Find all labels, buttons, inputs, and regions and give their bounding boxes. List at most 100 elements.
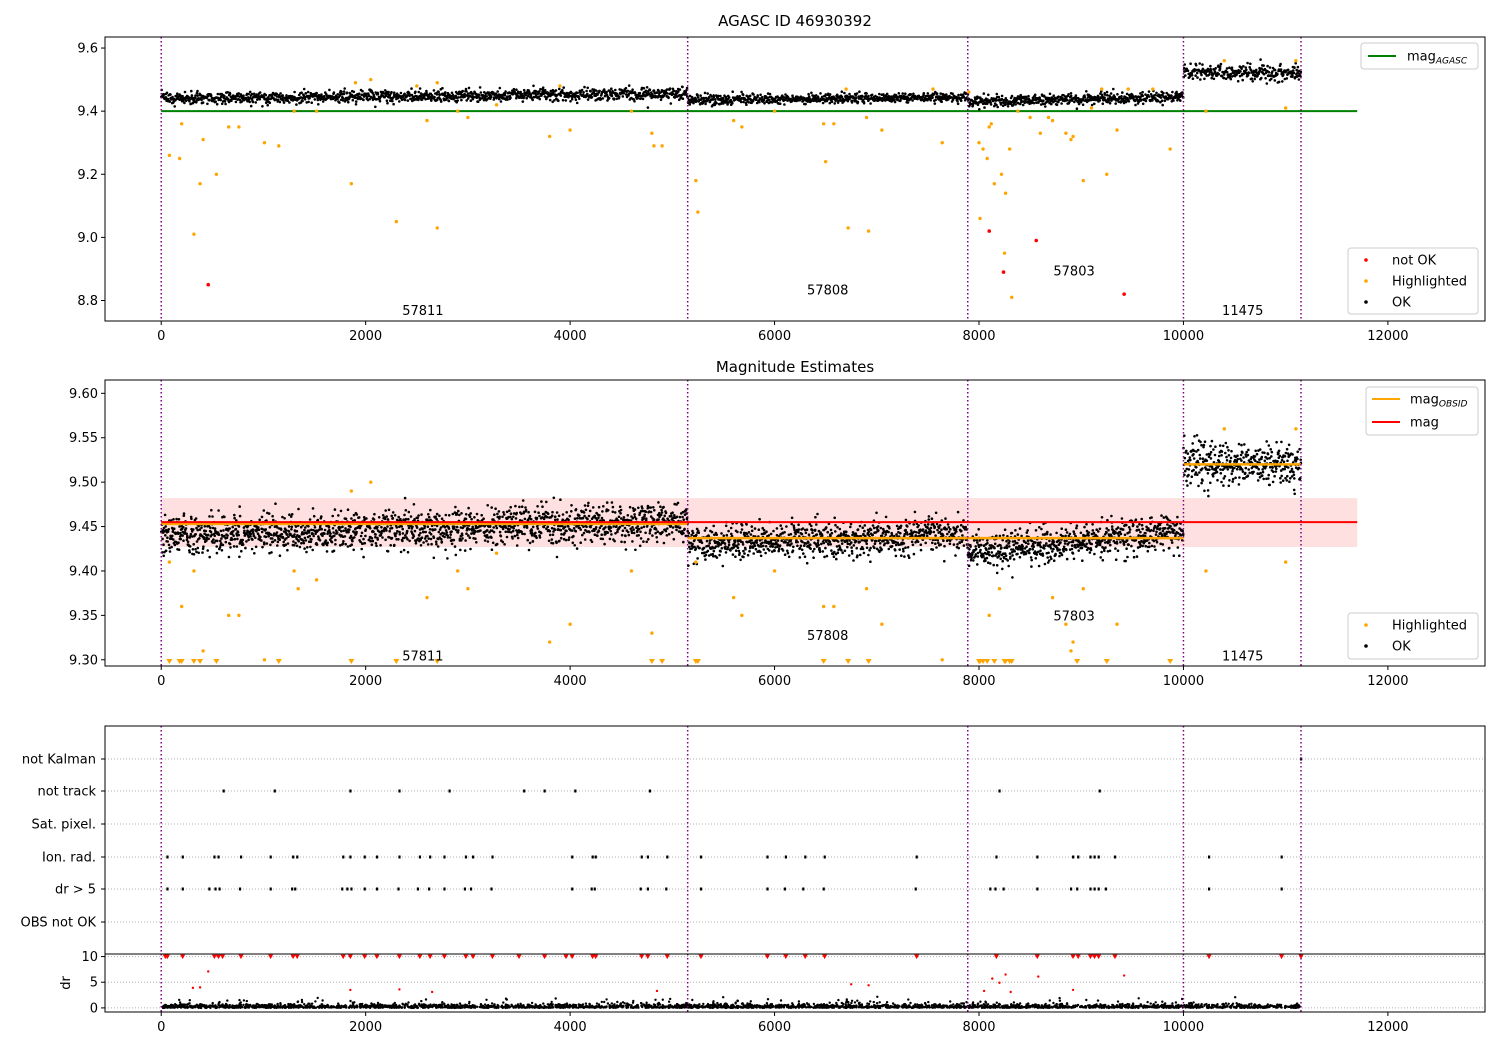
p2-ok-point-2053 xyxy=(790,533,793,536)
p2-ok-point-25 xyxy=(168,544,171,547)
p2-ok-point-1633 xyxy=(661,511,664,514)
p1-ok-point-73 xyxy=(190,90,193,93)
p2-ok-point-356 xyxy=(269,544,272,547)
p1-ok-point-224 xyxy=(252,101,255,104)
p1-ok-point-56 xyxy=(183,102,186,105)
p2-ok-point-1941 xyxy=(755,541,758,544)
p2-ok-point-194 xyxy=(220,530,223,533)
p1-ok-point-2202 xyxy=(1060,102,1063,105)
p2-ok-point-96 xyxy=(190,533,193,536)
p2-ok-point-1348 xyxy=(573,544,576,547)
p1-ok-point-1080 xyxy=(602,97,605,100)
p2-ok-point-1380 xyxy=(583,515,586,518)
p2-ok-point-224 xyxy=(229,543,232,546)
p2-ok-point-1332 xyxy=(569,515,572,518)
p1-ok-point-1312 xyxy=(696,94,699,97)
p2-ok-point-627 xyxy=(352,549,355,552)
p2-ok-point-1680 xyxy=(675,529,678,532)
p1-highlighted-point-2 xyxy=(180,122,183,125)
p1-ok-point-1222 xyxy=(660,99,663,102)
p2-ok-point-344 xyxy=(266,542,269,545)
p1-highlighted-point-47 xyxy=(977,141,980,144)
p1-legend-bottom-marker-0 xyxy=(1364,258,1368,262)
p2-ok-point-1228 xyxy=(537,527,540,530)
p1-ok-point-1619 xyxy=(822,102,825,105)
p2-ok-point-855 xyxy=(422,541,425,544)
p2-ok-point-699 xyxy=(374,533,377,536)
p2-ok-point-223 xyxy=(228,527,231,530)
p2-ok-point-1723 xyxy=(688,551,691,554)
p2-ok-point-2018 xyxy=(779,544,782,547)
p2-ok-point-1809 xyxy=(715,545,718,548)
p2-ok-point-1357 xyxy=(576,517,579,520)
p2-ok-point-316 xyxy=(257,526,260,529)
p1-ok-point-2450 xyxy=(1161,104,1164,107)
p1-highlighted-point-22 xyxy=(466,116,469,119)
p2-ok-point-463 xyxy=(302,540,305,543)
p1-ok-point-292 xyxy=(279,92,282,95)
p1-highlighted-point-7 xyxy=(227,125,230,128)
p2-ok-point-1437 xyxy=(601,517,604,520)
p1-ok-point-2613 xyxy=(1228,66,1231,69)
p1-highlighted-point-56 xyxy=(1004,192,1007,195)
p2-ok-point-1161 xyxy=(516,534,519,537)
p1-ytick-label-1: 9.0 xyxy=(77,231,98,246)
p2-ok-point-1230 xyxy=(537,511,540,514)
p1-ok-point-1254 xyxy=(673,90,676,93)
p1-ok-point-535 xyxy=(379,100,382,103)
p2-ok-point-560 xyxy=(332,527,335,530)
p2-ok-point-567 xyxy=(334,539,337,542)
p2-ok-point-417 xyxy=(288,525,291,528)
p2-ok-point-1685 xyxy=(677,502,680,505)
p2-ok-point-1540 xyxy=(632,528,635,531)
p1-highlighted-point-8 xyxy=(237,125,240,128)
p2-ok-point-608 xyxy=(347,545,350,548)
p1-legend-bottom-label-0: not OK xyxy=(1392,254,1437,269)
p1-ok-point-2216 xyxy=(1066,99,1069,102)
p1-ok-point-1308 xyxy=(695,101,698,104)
p1-ok-point-454 xyxy=(346,91,349,94)
p2-ok-point-972 xyxy=(458,514,461,517)
p2-ok-point-236 xyxy=(232,534,235,537)
p1-ok-point-2335 xyxy=(1114,102,1117,105)
p1-ok-point-2446 xyxy=(1160,96,1163,99)
p1-ok-point-2048 xyxy=(998,96,1001,99)
p2-ok-point-1514 xyxy=(624,535,627,538)
p1-ok-point-2568 xyxy=(1210,69,1213,72)
p2-ok-point-467 xyxy=(303,547,306,550)
p2-ok-point-1905 xyxy=(744,548,747,551)
p2-ok-point-993 xyxy=(465,518,468,521)
p1-ok-point-775 xyxy=(477,100,480,103)
p2-ok-point-992 xyxy=(464,539,467,542)
p1-ok-point-2383 xyxy=(1134,104,1137,107)
p1-ok-point-2439 xyxy=(1157,100,1160,103)
p2-ok-point-1062 xyxy=(486,534,489,537)
p1-ok-point-247 xyxy=(261,105,264,108)
p2-ok-point-131 xyxy=(200,526,203,529)
p2-ok-point-1597 xyxy=(650,511,653,514)
p2-ok-point-442 xyxy=(296,530,299,533)
p2-ok-point-1199 xyxy=(528,549,531,552)
p2-ok-point-1983 xyxy=(768,549,771,552)
p2-ok-point-162 xyxy=(210,531,213,534)
p1-ok-point-2679 xyxy=(1255,69,1258,72)
p2-ok-point-321 xyxy=(258,519,261,522)
p1-highlighted-point-31 xyxy=(694,179,697,182)
p1-ok-point-938 xyxy=(544,95,547,98)
p2-ok-point-1472 xyxy=(612,511,615,514)
p1-ok-point-1647 xyxy=(833,102,836,105)
p2-ok-point-1180 xyxy=(522,499,525,502)
p2-ok-point-1210 xyxy=(531,532,534,535)
p2-ok-point-2041 xyxy=(786,550,789,553)
p2-ok-point-1574 xyxy=(643,526,646,529)
p1-ok-point-1898 xyxy=(936,92,939,95)
p1-ok-point-711 xyxy=(451,92,454,95)
p2-ok-point-1852 xyxy=(728,544,731,547)
p1-ok-point-2240 xyxy=(1076,107,1079,110)
p2-ok-point-1480 xyxy=(614,511,617,514)
p2-ok-point-862 xyxy=(424,531,427,534)
p2-ok-point-743 xyxy=(388,509,391,512)
p2-ok-point-594 xyxy=(342,540,345,543)
p2-ok-point-982 xyxy=(461,537,464,540)
p2-ok-point-738 xyxy=(386,525,389,528)
